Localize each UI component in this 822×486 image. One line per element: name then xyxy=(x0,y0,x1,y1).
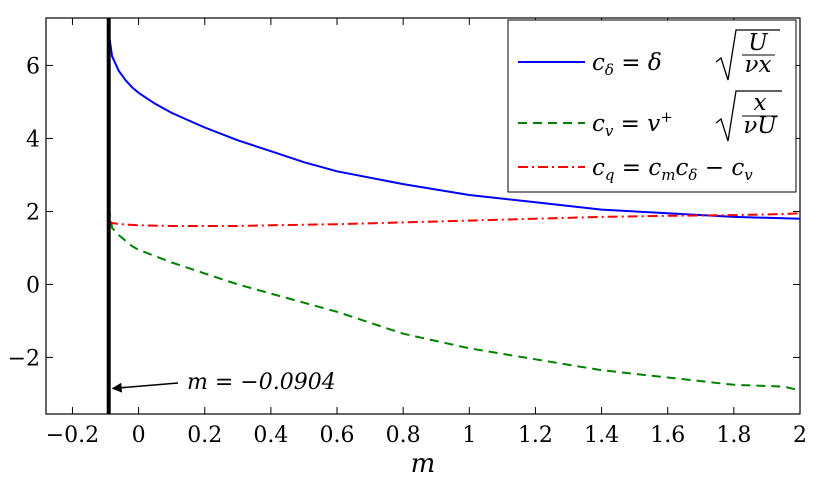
legend-label-c-delta: cδ = δ xyxy=(592,50,662,79)
legend-sqrt-c-v xyxy=(715,90,782,142)
annotation-arrow xyxy=(111,382,179,393)
y-tick-label: 2 xyxy=(26,200,40,225)
x-tick-label: 1.6 xyxy=(650,423,685,448)
series-layer xyxy=(107,32,800,392)
plot-frame xyxy=(45,17,801,415)
legend-frac-den-c-v: νU xyxy=(743,113,778,139)
x-tick-label: 0 xyxy=(132,423,146,448)
y-tick-label: 0 xyxy=(26,273,40,298)
legend-sqrt-c-delta xyxy=(715,29,780,81)
ticks-layer: −0.2 0 0.2 0.4 0.6 0.8 1 1.2 1.4 1.6 1.8 2 −2 0 2 4 6 xyxy=(8,18,807,448)
x-tick-label: 0.2 xyxy=(187,423,222,448)
legend-box xyxy=(507,19,797,193)
y-tick-label: 4 xyxy=(26,127,40,152)
x-tick-label: 1.8 xyxy=(716,423,751,448)
legend: cδ = δ U νx cv = v+ x νU cq = cmcδ − cv xyxy=(507,19,797,193)
series-line-0 xyxy=(107,32,800,220)
x-tick-label: −0.2 xyxy=(46,423,99,448)
x-axis-label: m xyxy=(411,449,436,479)
annotation-label: m = −0.0904 xyxy=(187,370,336,395)
annotation: m = −0.0904 xyxy=(111,370,336,395)
x-tick-label: 1 xyxy=(462,423,476,448)
x-tick-label: 0.4 xyxy=(253,423,288,448)
x-tick-label: 0.6 xyxy=(320,423,355,448)
legend-frac-num-c-delta: U xyxy=(748,30,769,56)
x-tick-label: 1.4 xyxy=(584,423,619,448)
x-tick-label: 1.2 xyxy=(518,423,553,448)
x-tick-label: 2 xyxy=(793,423,807,448)
x-tick-label: 0.8 xyxy=(386,423,421,448)
legend-frac-num-c-v: x xyxy=(754,90,767,116)
legend-label-c-v: cv = v+ xyxy=(592,108,673,140)
y-tick-label: 6 xyxy=(26,54,40,79)
y-tick-label: −2 xyxy=(8,346,40,371)
legend-label-c-q: cq = cmcδ − cv xyxy=(592,155,753,184)
series-line-1 xyxy=(107,207,800,392)
series-line-2 xyxy=(108,212,800,227)
legend-frac-den-c-delta: νx xyxy=(745,52,772,78)
